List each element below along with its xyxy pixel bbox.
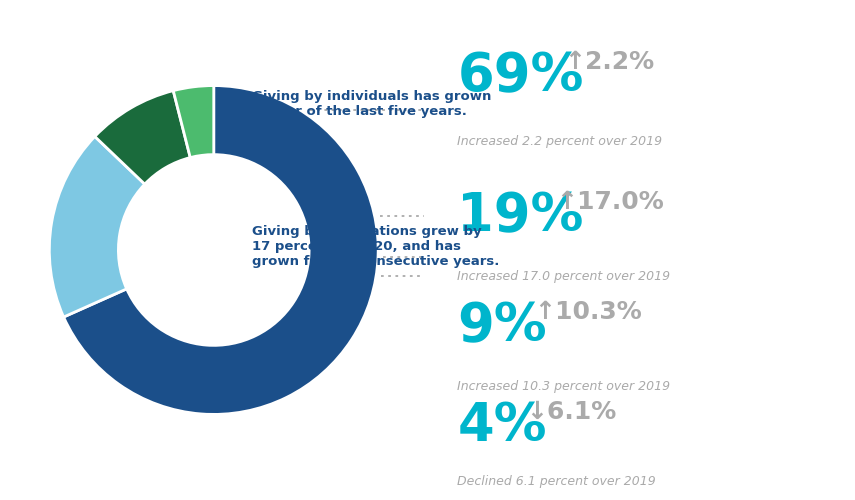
Text: ↑10.3%: ↑10.3% xyxy=(534,300,642,324)
Text: 19%: 19% xyxy=(457,190,584,242)
Text: Increased 2.2 percent over 2019: Increased 2.2 percent over 2019 xyxy=(457,135,663,148)
Text: 4%: 4% xyxy=(457,400,547,452)
Text: Giving by individuals has grown
in four of the last five years.: Giving by individuals has grown in four … xyxy=(252,90,492,118)
Text: ↑2.2%: ↑2.2% xyxy=(564,50,654,74)
Text: ↓6.1%: ↓6.1% xyxy=(526,400,616,424)
Wedge shape xyxy=(174,86,214,158)
Text: Increased 17.0 percent over 2019: Increased 17.0 percent over 2019 xyxy=(457,270,670,283)
Wedge shape xyxy=(50,136,144,317)
Text: ↑17.0%: ↑17.0% xyxy=(556,190,663,214)
Wedge shape xyxy=(63,86,378,414)
Text: Giving by foundations grew by
17 percent in 2020, and has
grown for ten consecut: Giving by foundations grew by 17 percent… xyxy=(252,225,499,268)
Text: Increased 10.3 percent over 2019: Increased 10.3 percent over 2019 xyxy=(457,380,670,393)
Text: 69%: 69% xyxy=(457,50,584,102)
Text: 9%: 9% xyxy=(457,300,547,352)
Text: Declined 6.1 percent over 2019: Declined 6.1 percent over 2019 xyxy=(457,475,656,488)
Wedge shape xyxy=(95,90,191,184)
